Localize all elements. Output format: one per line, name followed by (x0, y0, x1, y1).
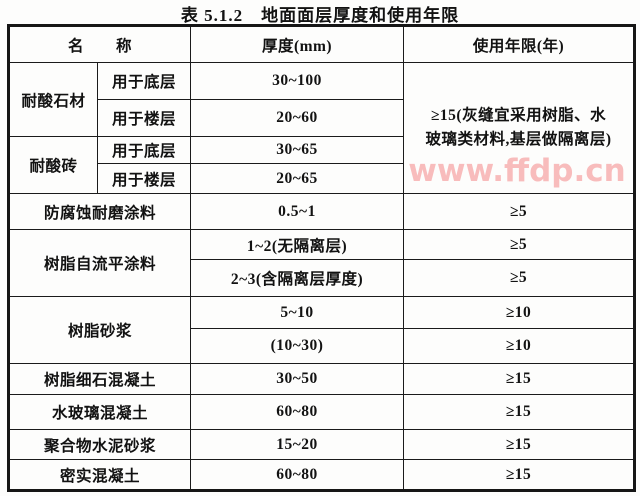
thickness-value: 0.5~1 (190, 193, 405, 230)
thickness-value: (10~30) (190, 328, 405, 364)
table-row: 耐酸石材 用于底层 30~100 ≥15(灰缝宜采用树脂、水 玻璃类材料,基层做… (8, 62, 636, 194)
material-sub: 用于楼层 (96, 163, 192, 194)
life-value: ≥5 (403, 259, 636, 297)
table-row: (10~30) ≥10 (9, 328, 636, 364)
life-value-note: ≥15(灰缝宜采用树脂、水 玻璃类材料,基层做隔离层) (403, 62, 636, 194)
material-sub: 用于底层 (96, 136, 192, 164)
thickness-value: 15~20 (190, 429, 405, 460)
thickness-value: 5~10 (190, 296, 405, 329)
thickness-value: 20~60 (190, 99, 405, 137)
life-value: ≥15 (403, 363, 636, 395)
header-thickness: 厚度(mm) (190, 25, 405, 63)
material-sub: 用于楼层 (96, 99, 192, 137)
thickness-value: 20~65 (190, 163, 405, 194)
thickness-value: 60~80 (190, 459, 405, 491)
life-value: ≥10 (403, 328, 636, 364)
header-row: 名 称 厚度(mm) 使用年限(年) (7, 25, 636, 63)
table-row: 2~3(含隔离层厚度) ≥5 (9, 259, 636, 297)
life-value: ≥5 (403, 193, 636, 230)
material-name: 树脂砂浆 (7, 296, 192, 364)
table-row: 防腐蚀耐磨涂料 0.5~1 ≥5 (7, 193, 636, 230)
material-name: 耐酸砖 (8, 136, 98, 194)
header-name: 名 称 (7, 25, 192, 63)
floor-thickness-table: 名 称 厚度(mm) 使用年限(年) 耐酸石材 用于底层 30~100 ≥15(… (7, 24, 637, 492)
material-name: 耐酸石材 (8, 62, 98, 137)
thickness-value: 30~100 (190, 62, 405, 100)
material-name: 防腐蚀耐磨涂料 (7, 193, 192, 230)
table-row: 用于楼层 20~60 (9, 99, 635, 137)
table-row: 树脂砂浆 5~10 ≥10 (7, 296, 636, 364)
table-row: 树脂细石混凝土 30~50 ≥15 (7, 363, 636, 395)
material-name: 水玻璃混凝土 (7, 394, 192, 430)
life-value: ≥5 (403, 229, 636, 260)
thickness-value: 30~50 (190, 363, 405, 395)
life-value: ≥10 (403, 296, 636, 329)
table-row: 树脂自流平涂料 1~2(无隔离层) ≥5 (7, 229, 636, 297)
table-title: 表 5.1.2 地面面层厚度和使用年限 (180, 6, 460, 25)
table-row: 聚合物水泥砂浆 15~20 ≥15 (7, 429, 636, 460)
table-row: 水玻璃混凝土 60~80 ≥15 (7, 394, 636, 430)
thickness-value: 2~3(含隔离层厚度) (190, 259, 405, 297)
thickness-value: 1~2(无隔离层) (190, 229, 405, 260)
material-name: 聚合物水泥砂浆 (7, 429, 192, 460)
life-value: ≥15 (403, 429, 636, 460)
life-value: ≥15 (403, 459, 636, 491)
material-sub: 用于底层 (96, 62, 192, 100)
material-name: 树脂自流平涂料 (7, 229, 192, 297)
life-value: ≥15 (403, 394, 636, 430)
thickness-value: 30~65 (190, 136, 405, 164)
table-row: 用于楼层 20~65 (9, 163, 635, 194)
material-name: 树脂细石混凝土 (7, 363, 192, 395)
header-life: 使用年限(年) (403, 25, 636, 63)
material-name: 密实混凝土 (7, 459, 192, 491)
table-row: 密实混凝土 60~80 ≥15 (7, 459, 636, 491)
thickness-value: 60~80 (190, 394, 405, 430)
